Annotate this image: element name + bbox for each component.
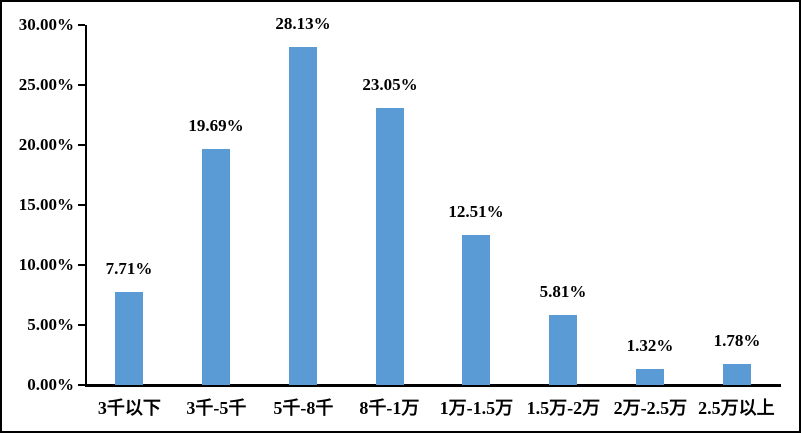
y-tick-label: 5.00% [27,315,74,334]
bar [462,235,490,385]
y-tick-label: 10.00% [18,255,74,274]
x-tick-label: 1.5万-2万 [526,398,601,418]
y-axis-line [85,25,87,387]
bar [376,108,404,385]
bar-value-label: 19.69% [188,116,244,135]
bar-value-label: 23.05% [362,75,418,94]
x-tick-label: 8千-1万 [359,398,420,418]
bar [202,149,230,385]
y-tick-label: 25.00% [18,75,74,94]
bar-value-label: 1.32% [626,336,674,355]
bar-value-label: 12.51% [448,202,504,221]
bar [115,292,143,385]
bar [723,364,751,385]
x-tick-label: 2万-2.5万 [613,398,688,418]
x-axis-line [85,384,781,387]
y-tick-mark [78,144,85,146]
x-tick-label: 5千-8千 [273,398,334,418]
bar-value-label: 7.71% [105,259,153,278]
y-tick-mark [78,204,85,206]
y-tick-label: 30.00% [18,15,74,34]
bar [636,369,664,385]
bar [549,315,577,385]
x-tick-label: 3千-5千 [186,398,247,418]
y-tick-mark [78,24,85,26]
x-tick-label: 2.5万以上 [698,398,775,418]
y-tick-label: 0.00% [27,375,74,394]
y-tick-label: 20.00% [18,135,74,154]
y-tick-label: 15.00% [18,195,74,214]
y-tick-mark [78,384,85,386]
bar [289,47,317,385]
y-tick-mark [78,84,85,86]
y-tick-mark [78,264,85,266]
bar-value-label: 28.13% [275,14,331,33]
y-tick-mark [78,324,85,326]
x-tick-label: 3千以下 [97,398,161,418]
bar-value-label: 1.78% [713,331,761,350]
bar-value-label: 5.81% [539,282,587,301]
x-tick-label: 1万-1.5万 [439,398,514,418]
